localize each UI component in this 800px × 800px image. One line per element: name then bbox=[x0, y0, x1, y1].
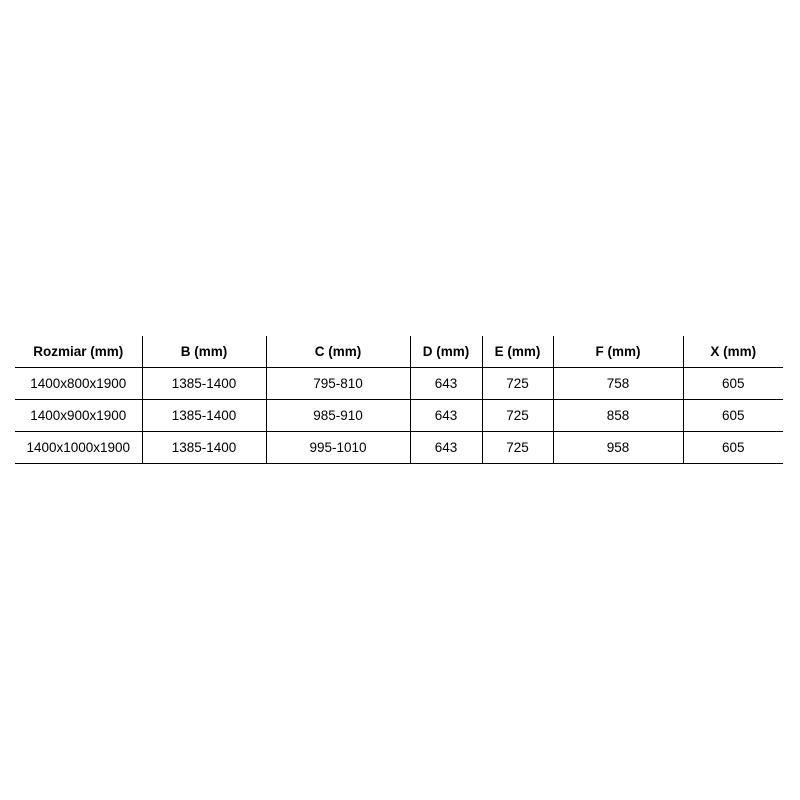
cell-rozmiar: 1400x1000x1900 bbox=[15, 431, 142, 464]
header-row: Rozmiar (mm) B (mm) C (mm) D (mm) E (mm)… bbox=[15, 336, 783, 368]
header-e: E (mm) bbox=[481, 336, 553, 368]
header-f: F (mm) bbox=[552, 336, 683, 368]
table-row: 1400x1000x1900 1385-1400 995-1010 643 72… bbox=[15, 431, 783, 464]
cell-b: 1385-1400 bbox=[141, 367, 266, 400]
header-x: X (mm) bbox=[682, 336, 783, 368]
cell-b: 1385-1400 bbox=[141, 399, 266, 432]
cell-x: 605 bbox=[682, 431, 783, 464]
cell-x: 605 bbox=[682, 399, 783, 432]
cell-f: 958 bbox=[552, 431, 683, 464]
cell-f: 858 bbox=[552, 399, 683, 432]
cell-x: 605 bbox=[682, 367, 783, 400]
cell-d: 643 bbox=[409, 399, 482, 432]
cell-c: 995-1010 bbox=[265, 431, 410, 464]
cell-e: 725 bbox=[481, 431, 553, 464]
table-row: 1400x900x1900 1385-1400 985-910 643 725 … bbox=[15, 399, 783, 432]
header-b: B (mm) bbox=[141, 336, 266, 368]
cell-f: 758 bbox=[552, 367, 683, 400]
cell-rozmiar: 1400x800x1900 bbox=[15, 367, 142, 400]
header-rozmiar: Rozmiar (mm) bbox=[15, 336, 142, 368]
table-row: 1400x800x1900 1385-1400 795-810 643 725 … bbox=[15, 367, 783, 400]
cell-e: 725 bbox=[481, 399, 553, 432]
cell-c: 795-810 bbox=[265, 367, 410, 400]
cell-e: 725 bbox=[481, 367, 553, 400]
cell-d: 643 bbox=[409, 367, 482, 400]
cell-b: 1385-1400 bbox=[141, 431, 266, 464]
dimensions-table: Rozmiar (mm) B (mm) C (mm) D (mm) E (mm)… bbox=[15, 336, 783, 464]
cell-d: 643 bbox=[409, 431, 482, 464]
cell-c: 985-910 bbox=[265, 399, 410, 432]
header-d: D (mm) bbox=[409, 336, 482, 368]
header-c: C (mm) bbox=[265, 336, 410, 368]
cell-rozmiar: 1400x900x1900 bbox=[15, 399, 142, 432]
